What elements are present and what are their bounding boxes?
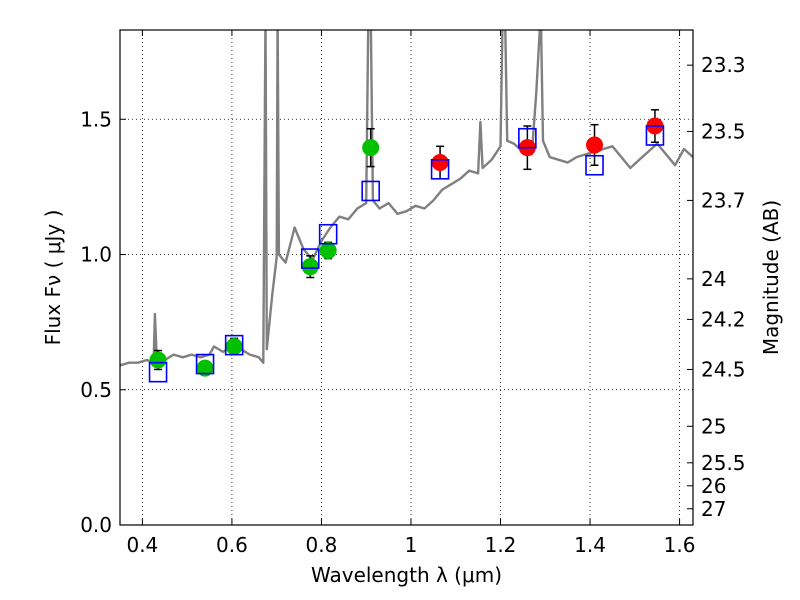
- plot-frame: [119, 29, 694, 526]
- y-tick-label: 1.0: [80, 243, 112, 267]
- magnitude-tick-label: 27: [701, 497, 726, 521]
- model-box: [224, 334, 244, 356]
- magnitude-tick-label: 24.2: [701, 307, 746, 331]
- magnitude-tick-label: 25: [701, 414, 726, 438]
- model-box: [430, 159, 450, 180]
- photometry-point: [301, 258, 319, 276]
- photometry-point: [586, 136, 604, 154]
- spectrum-layer: [120, 30, 693, 367]
- marker-layer: [149, 117, 664, 377]
- y-tick-label: 1.5: [80, 107, 112, 131]
- photometry-point: [431, 154, 449, 172]
- magnitude-tick-label: 26: [701, 474, 726, 498]
- photometry-point: [362, 139, 380, 157]
- magnitude-tick-label: 24: [701, 267, 726, 291]
- x-tick-label: 1.6: [664, 533, 696, 557]
- x-tick-label: 1: [405, 533, 418, 557]
- x-tick-label: 1.4: [574, 533, 606, 557]
- errorbar-layer: [154, 109, 659, 376]
- x-axis-label: Wavelength λ (μm): [311, 563, 502, 587]
- model-box: [195, 353, 215, 375]
- magnitude-tick-label: 23.3: [701, 53, 746, 77]
- spectrum-line: [120, 30, 693, 367]
- x-tick-label: 0.6: [216, 533, 248, 557]
- model-box: [645, 125, 665, 146]
- grid: [120, 30, 693, 526]
- y-axis-label: Flux Fν ( μJy ): [41, 210, 65, 346]
- photometry-point: [319, 241, 337, 259]
- model-box-layer: [148, 125, 665, 383]
- magnitude-tick-label: 24.5: [701, 357, 746, 381]
- model-box: [361, 180, 380, 202]
- tick-layer: 0.4 0.6 0.8 1 1.2 1.4 1.6 0.0 0.5 1.0 1.5 23.3 23.5 2…: [80, 30, 746, 557]
- magnitude-tick-label: 23.7: [701, 188, 746, 212]
- model-box: [518, 127, 537, 149]
- photometry-point: [225, 337, 243, 355]
- model-box: [148, 361, 168, 383]
- model-box: [300, 248, 320, 269]
- y-tick-label: 0.5: [80, 378, 112, 402]
- magnitude-axis-label: Magnitude (AB): [759, 200, 783, 355]
- y-tick-label: 0.0: [80, 513, 112, 537]
- photometry-point: [149, 351, 167, 369]
- magnitude-tick-label: 23.5: [701, 119, 746, 143]
- model-box: [585, 154, 604, 176]
- x-tick-label: 0.4: [126, 533, 158, 557]
- x-tick-label: 0.8: [306, 533, 338, 557]
- model-box: [318, 223, 338, 245]
- x-tick-label: 1.2: [485, 533, 517, 557]
- magnitude-tick-label: 25.5: [701, 451, 746, 475]
